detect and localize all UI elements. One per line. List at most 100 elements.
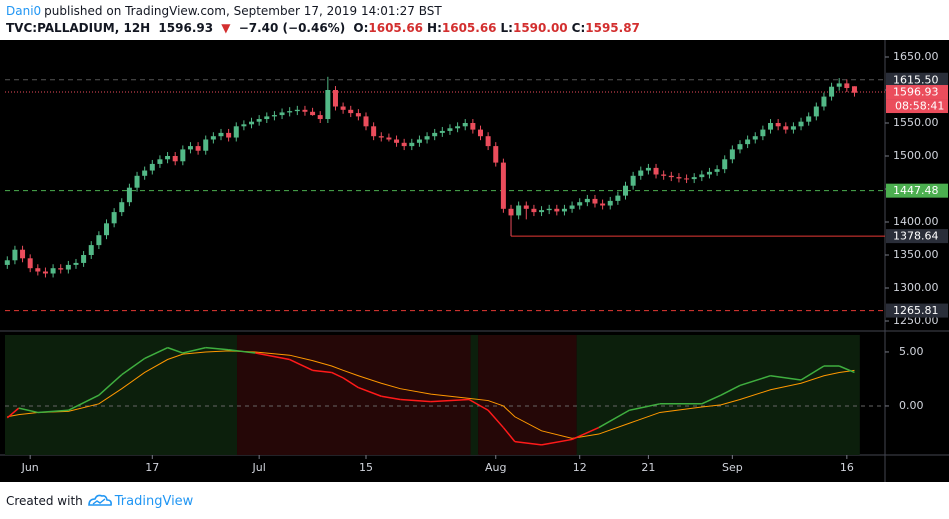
candle-body xyxy=(264,116,270,120)
candle-body xyxy=(226,132,232,138)
y-tick-label: 5.00 xyxy=(899,345,924,358)
candle-body xyxy=(42,271,48,274)
x-tick-label: Jun xyxy=(21,461,39,474)
candle-body xyxy=(401,142,407,147)
candle-body xyxy=(203,139,209,151)
oscillator-segment xyxy=(121,357,146,376)
oscillator-segment xyxy=(342,377,359,389)
candle-body xyxy=(561,208,567,212)
candle-body xyxy=(12,249,18,261)
candle-body xyxy=(348,109,354,114)
candle-body xyxy=(340,106,346,110)
candle-body xyxy=(294,109,300,112)
candle-body xyxy=(165,156,171,160)
oscillator-segment xyxy=(720,384,741,396)
candle-body xyxy=(416,139,422,143)
oscillator-segment xyxy=(598,409,630,429)
candle-body xyxy=(378,136,384,138)
candle-body xyxy=(104,223,110,236)
price-label-box xyxy=(886,183,948,198)
candle-body xyxy=(630,175,636,186)
y-tick-label: 1500.00 xyxy=(893,149,939,162)
candle-body xyxy=(355,113,361,117)
candle-body xyxy=(249,121,255,125)
candle-body xyxy=(455,126,461,129)
candle-body xyxy=(775,123,781,127)
oscillator-segment xyxy=(255,352,290,361)
candle-body xyxy=(310,111,316,116)
candle-body xyxy=(806,116,812,122)
candle-body xyxy=(729,149,735,160)
candle-body xyxy=(516,205,522,216)
candle-body xyxy=(462,123,468,127)
candle-body xyxy=(409,142,415,147)
candle-body xyxy=(844,83,850,89)
oscillator-segment xyxy=(358,386,382,397)
y-tick-label: 1550.00 xyxy=(893,116,939,129)
candle-body xyxy=(714,169,720,172)
oscillator-segment xyxy=(629,403,661,412)
candle-body xyxy=(302,109,308,112)
candle-body xyxy=(279,112,285,116)
candle-body xyxy=(554,208,560,212)
candle-body xyxy=(745,139,751,145)
oscillator-segment xyxy=(167,346,184,354)
x-tick-label: Aug xyxy=(485,461,506,474)
candle-body xyxy=(699,174,705,178)
publish-line: Dani0 published on TradingView.com, Septe… xyxy=(6,4,446,18)
candle-body xyxy=(539,210,545,213)
ohlc-value: 1605.66 xyxy=(441,21,497,35)
candle-body xyxy=(821,96,827,107)
candle-body xyxy=(134,175,140,188)
candle-body xyxy=(58,268,64,270)
oscillator-segment xyxy=(68,394,100,411)
candle-body xyxy=(569,205,575,209)
ohlc-label: L: xyxy=(500,21,513,35)
candle-body xyxy=(126,187,132,203)
candle-body xyxy=(20,249,26,259)
candle-body xyxy=(332,90,338,107)
candle-body xyxy=(684,178,690,180)
candle-body xyxy=(119,202,125,213)
candle-body xyxy=(584,198,590,203)
author[interactable]: Dani0 xyxy=(6,4,42,18)
oscillator-segment xyxy=(312,369,332,374)
candle-body xyxy=(737,144,743,150)
ohlc-label: O: xyxy=(353,21,369,35)
oscillator-segment xyxy=(468,398,489,411)
candle-body xyxy=(676,177,682,179)
candle-body xyxy=(645,167,651,171)
candle-body xyxy=(187,146,193,150)
candle-body xyxy=(149,163,155,171)
candle-body xyxy=(317,115,323,120)
price-label: 1265.81 xyxy=(893,304,939,317)
candle-body xyxy=(836,83,842,87)
candle-body xyxy=(50,268,56,274)
candle-body xyxy=(768,123,774,130)
oscillator-segment xyxy=(289,358,313,371)
candle-body xyxy=(142,170,148,176)
price-label-box xyxy=(886,303,948,318)
candle-body xyxy=(180,149,186,162)
oscillator-segment xyxy=(6,407,20,419)
signal-line xyxy=(7,350,855,439)
x-tick-label: Sep xyxy=(722,461,743,474)
y-tick-label: 1400.00 xyxy=(893,215,939,228)
oscillator-segment xyxy=(571,426,600,441)
price-label: 1596.93 xyxy=(893,86,939,99)
chart: 1250.001300.001350.001400.001450.001500.… xyxy=(0,40,949,482)
candle-body xyxy=(424,136,430,140)
candle-body xyxy=(638,170,644,176)
y-tick-label: 1350.00 xyxy=(893,248,939,261)
candle-body xyxy=(851,86,857,93)
brand[interactable]: TradingView xyxy=(114,493,194,509)
candle-body xyxy=(500,162,506,209)
x-tick-label: 17 xyxy=(145,461,159,474)
oscillator-segment xyxy=(770,374,802,381)
oscillator-segment xyxy=(18,407,38,414)
candle-body xyxy=(653,167,659,175)
candle-body xyxy=(35,268,41,272)
oscillator-segment xyxy=(205,346,229,351)
candle-body xyxy=(813,106,819,117)
oscillator-segment xyxy=(487,409,504,429)
